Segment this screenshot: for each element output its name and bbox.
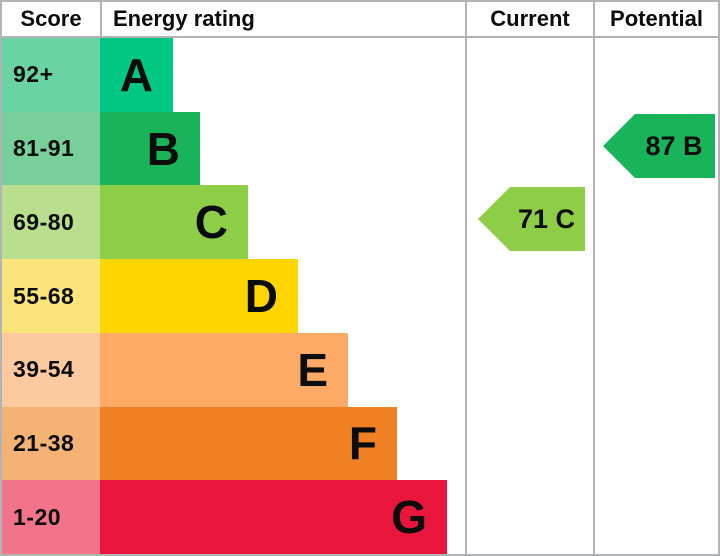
band-letter: A	[119, 48, 153, 101]
band-bar: D	[100, 259, 298, 333]
column-divider	[593, 38, 595, 554]
band-bar: A	[100, 38, 173, 112]
band-letter: B	[146, 122, 180, 175]
header-current: Current	[490, 6, 570, 31]
band-bar: C	[100, 185, 248, 260]
table-header: Score Energy rating Current Potential	[2, 2, 718, 38]
band-bar: F	[100, 406, 397, 481]
band-letter: D	[244, 270, 278, 323]
potential-rating-label: 87 B	[645, 130, 703, 161]
band-bar: G	[100, 480, 447, 554]
band-row-g: 1-20 G	[2, 480, 718, 554]
band-row-a: 92+ A	[2, 38, 718, 112]
band-score-cell: 69-80	[2, 185, 100, 260]
band-bar: B	[100, 111, 200, 186]
band-row-e: 39-54 E	[2, 332, 718, 407]
band-row-b: 81-91 B	[2, 111, 718, 186]
band-letter: E	[297, 343, 328, 396]
band-row-f: 21-38 F	[2, 406, 718, 481]
band-score-cell: 39-54	[2, 332, 100, 407]
band-bar: E	[100, 332, 348, 407]
band-letter: G	[391, 491, 427, 544]
band-row-c: 69-80 C	[2, 185, 718, 260]
band-score-cell: 1-20	[2, 480, 100, 554]
current-rating-label: 71 C	[517, 203, 576, 234]
chart-body: 92+ A 81-91 B 69-80 C 55-68 D 39-54 E 21…	[2, 38, 718, 554]
band-score-cell: 81-91	[2, 111, 100, 186]
column-divider	[465, 2, 467, 36]
column-divider	[100, 2, 102, 36]
column-divider	[593, 2, 595, 36]
potential-rating-arrow: 87 B	[603, 114, 715, 178]
band-letter: F	[348, 417, 377, 470]
header-score: Score	[20, 6, 82, 31]
band-score-cell: 21-38	[2, 406, 100, 481]
header-potential: Potential	[610, 6, 703, 31]
band-letter: C	[194, 196, 228, 249]
column-divider	[465, 38, 467, 554]
header-energy-rating: Energy rating	[113, 6, 255, 31]
band-score-cell: 92+	[2, 38, 100, 112]
band-score-cell: 55-68	[2, 259, 100, 333]
band-row-d: 55-68 D	[2, 259, 718, 333]
